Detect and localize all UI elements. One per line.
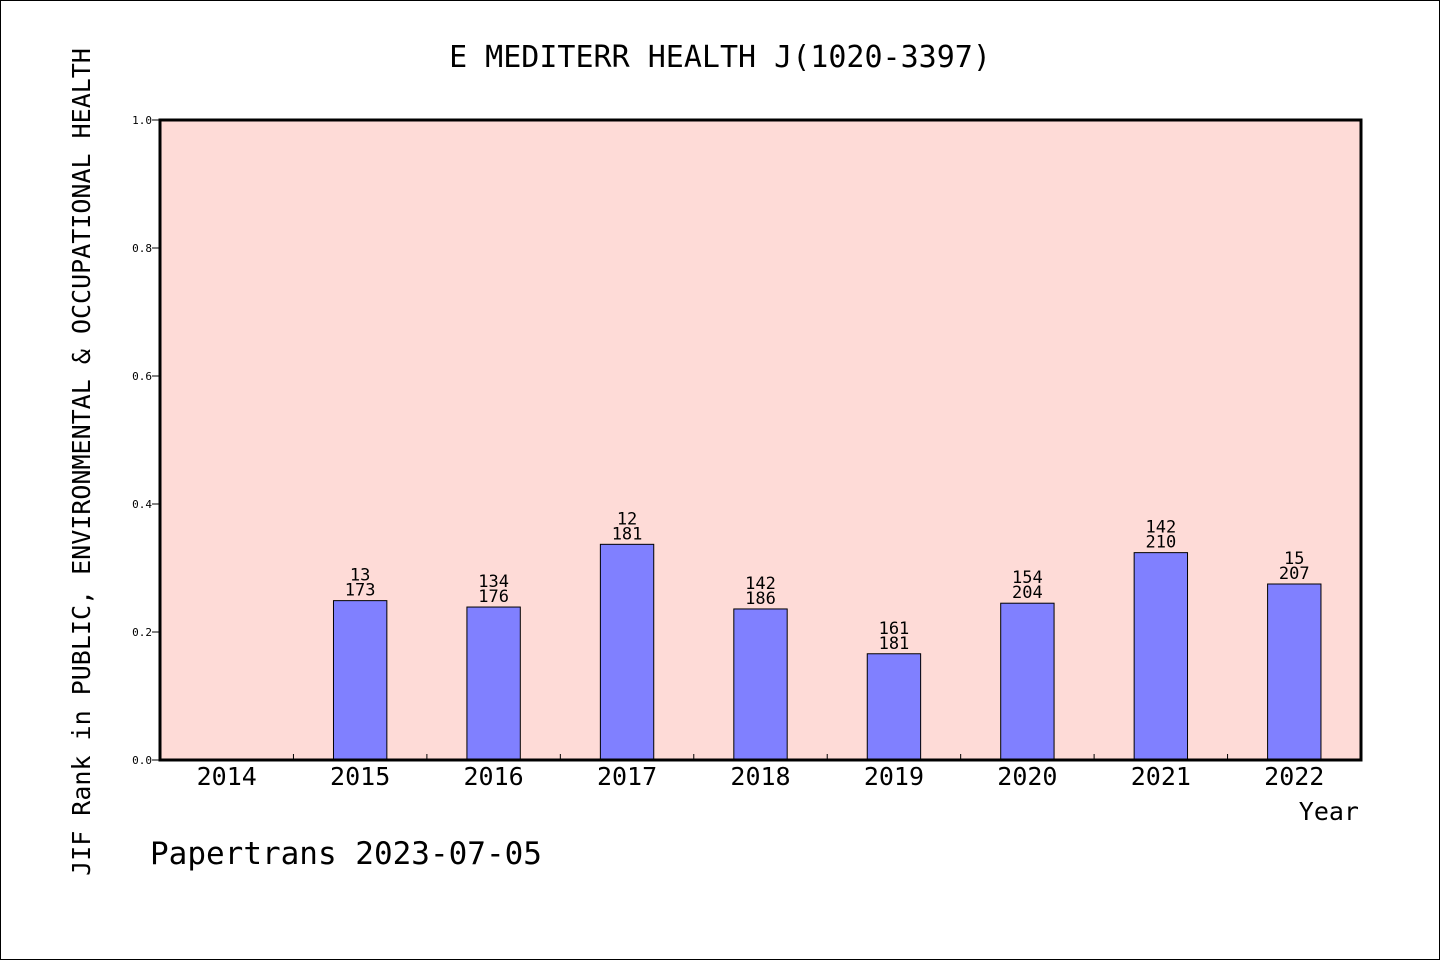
bar-2017	[599, 543, 655, 761]
x-tick-labels: 2014 2015 2016 2017 2018 2019 2020 2021 2022	[197, 762, 1325, 791]
bar-label-rank: 154	[1012, 568, 1043, 588]
y-axis-label: JIF Rank in PUBLIC, ENVIRONMENTAL & OCCU…	[67, 48, 96, 876]
y-tick-label: 0.4	[132, 498, 152, 511]
bar-label-rank: 161	[879, 619, 910, 639]
x-tick-label: 2015	[330, 762, 390, 791]
x-tick-label: 2014	[197, 762, 257, 791]
bar-label-total: 176	[478, 587, 509, 607]
y-tick-label: 0.2	[132, 626, 152, 639]
x-tick-label: 2018	[730, 762, 790, 791]
bar-label-total: 210	[1145, 533, 1176, 553]
x-tick-label: 2016	[464, 762, 524, 791]
bar-2021	[1133, 552, 1189, 761]
plot-frame	[158, 118, 1363, 762]
bar-2022	[1267, 583, 1322, 761]
bar-label-total: 186	[745, 589, 776, 609]
x-axis-label: Year	[1299, 797, 1359, 826]
x-tick-label: 2017	[597, 762, 657, 791]
bar-label-total: 181	[612, 524, 643, 544]
bar-2020	[1000, 602, 1055, 761]
y-tick-label: 0.6	[132, 370, 152, 383]
bar-label-total: 207	[1279, 564, 1310, 584]
bar-label-rank: 142	[1145, 518, 1176, 538]
bar-label-total: 173	[345, 581, 376, 601]
bar-label-rank: 13	[350, 566, 370, 586]
bar-label-rank: 15	[1284, 549, 1304, 569]
bar-label-rank: 12	[617, 509, 637, 529]
x-tick-label: 2019	[864, 762, 924, 791]
bar-2019	[866, 653, 922, 761]
footer-credit: Papertrans 2023-07-05	[150, 836, 542, 872]
bar-label-rank: 142	[745, 574, 776, 594]
x-tick-label: 2020	[997, 762, 1057, 791]
y-tick-labels: 0.0 0.2 0.4 0.6 0.8 1.0	[132, 114, 152, 767]
bar-2018	[733, 608, 788, 761]
y-tick-label: 1.0	[132, 114, 152, 127]
x-tick-label: 2021	[1131, 762, 1191, 791]
bar-label-rank: 134	[478, 572, 509, 592]
bars	[332, 543, 1322, 761]
bar-label-total: 181	[879, 634, 910, 654]
bar-2015	[332, 600, 388, 761]
x-tick-label: 2022	[1264, 762, 1324, 791]
bar-label-total: 204	[1012, 583, 1043, 603]
bar-2016	[466, 606, 521, 761]
chart-title: E MEDITERR HEALTH J(1020-3397)	[449, 40, 991, 75]
y-tick-label: 0.0	[132, 754, 152, 767]
y-tick-label: 0.8	[132, 242, 152, 255]
